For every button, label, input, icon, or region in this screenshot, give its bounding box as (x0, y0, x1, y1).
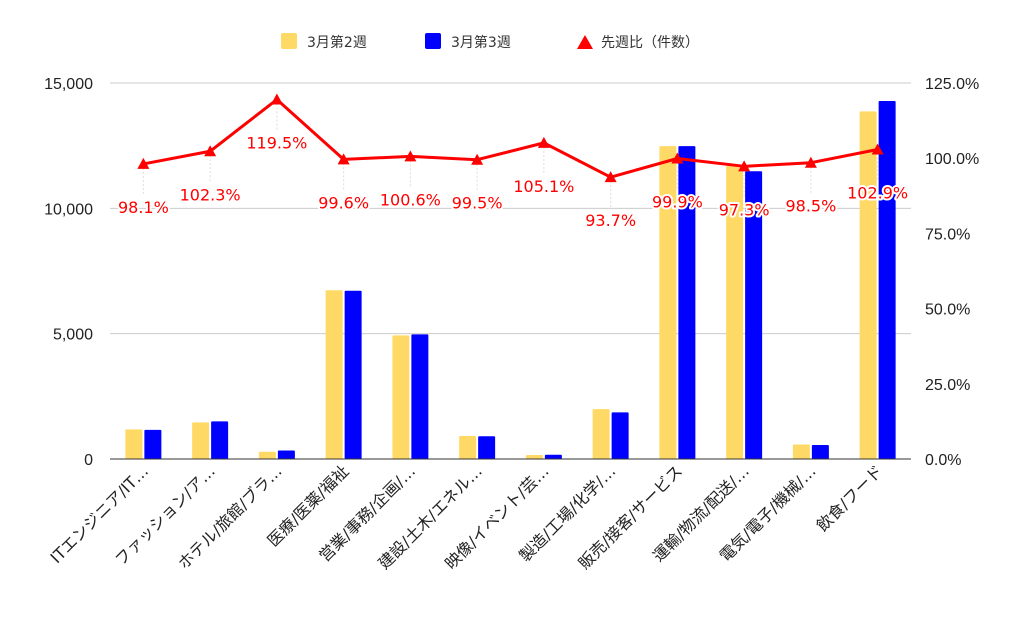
ratio-marker-triangle-icon (471, 153, 484, 165)
bar-series1 (792, 444, 810, 459)
legend-label-line: 先週比（件数） (601, 35, 699, 51)
bar-series2 (344, 290, 362, 459)
ratio-data-label: 102.3% (180, 185, 241, 204)
ratio-label-halo: 97.3% (719, 200, 770, 219)
bar-series2 (411, 334, 429, 459)
ratio-label-halo: 93.7% (585, 211, 636, 230)
ratio-data-label: 100.6% (380, 190, 441, 209)
ratio-marker-triangle-icon (404, 150, 417, 162)
ratio-data-label: 97.3% (719, 200, 770, 219)
ratio-marker-triangle-icon (337, 153, 350, 165)
ratio-label-halo: 105.1% (513, 177, 574, 196)
legend: 3月第2週 3月第3週 先週比（件数） (281, 33, 699, 51)
ratio-data-label: 99.6% (318, 193, 369, 212)
bar-series2 (878, 101, 896, 459)
ratio-data-label: 93.7% (585, 211, 636, 230)
ratio-marker-triangle-icon (537, 136, 550, 148)
bar-series2 (544, 454, 562, 459)
ratio-label-halo: 99.5% (452, 194, 503, 213)
y-right-tick-label: 0.0% (925, 452, 961, 469)
y-right-tick-label: 50.0% (925, 302, 970, 319)
bar-series1 (392, 335, 410, 459)
ratio-data-label: 119.5% (246, 134, 307, 153)
ratio-data-label: 98.1% (118, 198, 169, 217)
ratio-label-halo: 100.6% (380, 190, 441, 209)
bar-series2 (478, 436, 496, 459)
bar-series1 (525, 454, 543, 459)
ratio-data-label: 99.5% (452, 194, 503, 213)
ratio-marker-triangle-icon (871, 143, 884, 155)
ratio-data-label: 102.9% (847, 183, 908, 202)
ratio-label-halo: 102.3% (180, 185, 241, 204)
ratio-marker-triangle-icon (137, 157, 150, 169)
ratio-marker-triangle-icon (804, 156, 817, 168)
ratio-label-halo: 102.9% (847, 183, 908, 202)
y-left-tick-label: 10,000 (44, 201, 93, 218)
bar-series1 (192, 422, 210, 459)
legend-label-series2: 3月第3週 (451, 34, 511, 51)
ratio-label-halo: 98.5% (785, 197, 836, 216)
bar-series2 (611, 412, 629, 459)
y-left-tick-label: 15,000 (44, 76, 93, 93)
ratio-label-halo: 98.1% (118, 198, 169, 217)
y-right-tick-label: 125.0% (925, 76, 979, 93)
legend-label-series1: 3月第2週 (307, 34, 367, 51)
ratio-label-halo: 119.5% (246, 134, 307, 153)
ratio-line-path (143, 98, 878, 179)
bar-series1 (592, 409, 610, 459)
ratio-marker-triangle-icon (604, 171, 617, 183)
ratio-line: 98.1%98.1%102.3%102.3%119.5%119.5%99.6%9… (116, 93, 910, 232)
bar-series1 (125, 429, 143, 459)
bar-series2 (144, 429, 162, 459)
gridlines (110, 82, 911, 335)
bar-series1 (859, 111, 877, 460)
legend-swatch-series1 (281, 33, 297, 49)
y-right-tick-label: 100.0% (925, 151, 979, 168)
bars (125, 101, 896, 460)
ratio-marker-triangle-icon (671, 152, 684, 164)
bar-series1 (325, 290, 343, 459)
bar-series1 (258, 451, 276, 459)
bar-series2 (277, 450, 295, 459)
ratio-marker-triangle-icon (270, 93, 283, 105)
bar-series2 (211, 421, 229, 459)
ratio-marker-triangle-icon (204, 145, 217, 157)
bar-series1 (726, 165, 744, 459)
x-category-label: 飲食/フード (813, 461, 887, 535)
y-left-tick-label: 5,000 (53, 327, 93, 344)
ratio-label-halo: 99.9% (652, 193, 703, 212)
bar-series2 (678, 146, 696, 459)
ratio-data-label: 99.9% (652, 193, 703, 212)
legend-swatch-series2 (425, 33, 441, 49)
bar-series1 (459, 435, 477, 459)
y-right-tick-label: 25.0% (925, 377, 970, 394)
bar-series1 (659, 146, 677, 459)
ratio-data-label: 105.1% (513, 177, 574, 196)
legend-marker-triangle-icon (577, 35, 593, 49)
y-left-tick-label: 0 (84, 452, 93, 469)
y-right-tick-label: 75.0% (925, 226, 970, 243)
ratio-data-label: 98.5% (785, 197, 836, 216)
bar-series2 (745, 171, 763, 459)
ratio-label-halo: 99.6% (318, 193, 369, 212)
ratio-marker-triangle-icon (738, 160, 751, 172)
bar-series2 (811, 444, 829, 459)
